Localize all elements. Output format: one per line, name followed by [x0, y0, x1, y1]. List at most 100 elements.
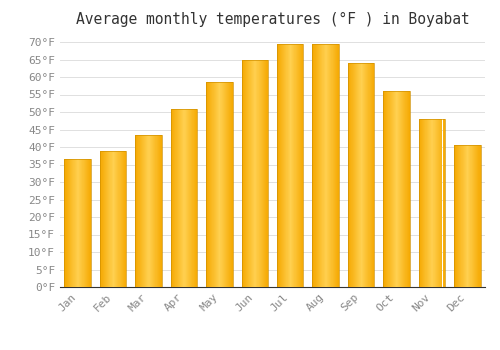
Bar: [283, 44, 284, 287]
Bar: [284, 44, 285, 287]
Bar: [435, 119, 436, 287]
Bar: [86, 159, 88, 287]
Bar: [473, 145, 474, 287]
Bar: [172, 108, 173, 287]
Bar: [289, 44, 290, 287]
Bar: [387, 91, 388, 287]
Bar: [77, 159, 78, 287]
Bar: [277, 44, 278, 287]
Bar: [280, 44, 281, 287]
Bar: [244, 60, 245, 287]
Bar: [425, 119, 426, 287]
Bar: [174, 108, 175, 287]
Bar: [160, 135, 161, 287]
Bar: [386, 91, 387, 287]
Bar: [302, 44, 303, 287]
Bar: [312, 44, 339, 287]
Bar: [433, 119, 434, 287]
Bar: [72, 159, 73, 287]
Bar: [364, 63, 365, 287]
Bar: [137, 135, 138, 287]
Bar: [177, 108, 178, 287]
Bar: [266, 60, 267, 287]
Bar: [383, 91, 384, 287]
Bar: [139, 135, 140, 287]
Bar: [288, 44, 289, 287]
Bar: [294, 44, 295, 287]
Bar: [76, 159, 77, 287]
Bar: [292, 44, 293, 287]
Bar: [256, 60, 257, 287]
Bar: [116, 150, 117, 287]
Bar: [188, 108, 190, 287]
Bar: [472, 145, 473, 287]
Bar: [118, 150, 119, 287]
Bar: [173, 108, 174, 287]
Bar: [317, 44, 318, 287]
Bar: [459, 145, 460, 287]
Bar: [455, 145, 456, 287]
Bar: [254, 60, 255, 287]
Bar: [327, 44, 328, 287]
Bar: [352, 63, 353, 287]
Bar: [315, 44, 316, 287]
Bar: [111, 150, 112, 287]
Bar: [330, 44, 331, 287]
Bar: [100, 150, 126, 287]
Bar: [105, 150, 106, 287]
Bar: [246, 60, 247, 287]
Bar: [73, 159, 74, 287]
Bar: [210, 82, 211, 287]
Bar: [206, 82, 207, 287]
Bar: [295, 44, 296, 287]
Bar: [81, 159, 82, 287]
Bar: [66, 159, 67, 287]
Bar: [403, 91, 404, 287]
Bar: [464, 145, 465, 287]
Bar: [245, 60, 246, 287]
Bar: [400, 91, 401, 287]
Bar: [261, 60, 262, 287]
Bar: [388, 91, 389, 287]
Bar: [444, 119, 445, 287]
Bar: [69, 159, 70, 287]
Bar: [296, 44, 297, 287]
Bar: [427, 119, 428, 287]
Bar: [278, 44, 279, 287]
Bar: [208, 82, 209, 287]
Bar: [171, 108, 172, 287]
Bar: [348, 63, 374, 287]
Bar: [113, 150, 114, 287]
Bar: [65, 159, 66, 287]
Bar: [466, 145, 467, 287]
Bar: [145, 135, 146, 287]
Bar: [242, 60, 243, 287]
Bar: [328, 44, 329, 287]
Bar: [457, 145, 458, 287]
Bar: [143, 135, 144, 287]
Bar: [426, 119, 427, 287]
Bar: [138, 135, 139, 287]
Bar: [75, 159, 76, 287]
Bar: [297, 44, 298, 287]
Bar: [64, 159, 91, 287]
Bar: [251, 60, 252, 287]
Bar: [456, 145, 457, 287]
Bar: [180, 108, 181, 287]
Bar: [225, 82, 226, 287]
Bar: [64, 159, 65, 287]
Bar: [158, 135, 159, 287]
Bar: [325, 44, 326, 287]
Bar: [83, 159, 84, 287]
Bar: [215, 82, 216, 287]
Bar: [194, 108, 195, 287]
Bar: [148, 135, 149, 287]
Bar: [394, 91, 395, 287]
Bar: [101, 150, 102, 287]
Bar: [263, 60, 264, 287]
Bar: [395, 91, 396, 287]
Bar: [211, 82, 212, 287]
Bar: [144, 135, 145, 287]
Bar: [419, 119, 420, 287]
Bar: [150, 135, 151, 287]
